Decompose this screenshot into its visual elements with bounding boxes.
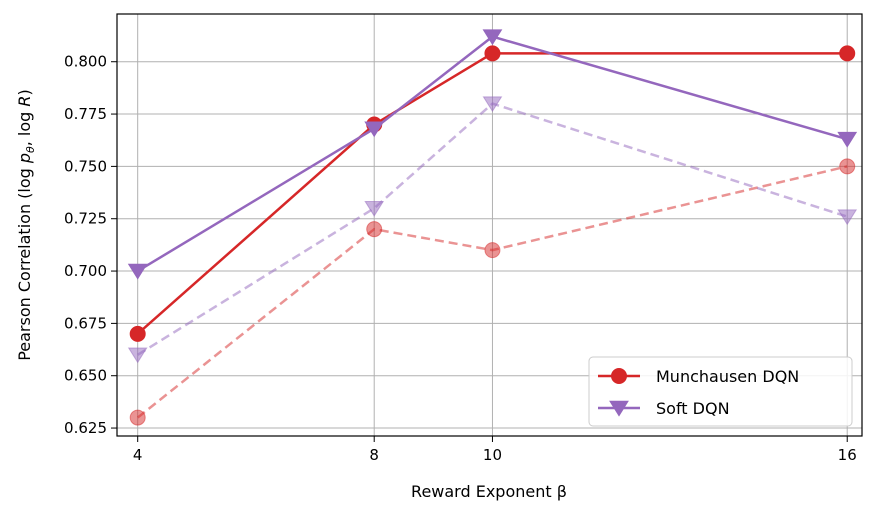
data-point xyxy=(127,347,148,364)
data-point xyxy=(839,158,856,175)
legend-entry: Soft DQN xyxy=(598,399,730,418)
series-dashed xyxy=(127,96,858,364)
data-point xyxy=(839,45,856,62)
y-axis-label: Pearson Correlation (log pθ, log R) xyxy=(15,89,37,361)
data-point xyxy=(484,242,501,259)
series-solid xyxy=(127,29,858,280)
data-point xyxy=(364,121,385,138)
data-point xyxy=(364,201,385,217)
data-point xyxy=(837,131,858,148)
data-point xyxy=(129,325,146,342)
legend: Munchausen DQN Soft DQN xyxy=(588,356,853,427)
data-point xyxy=(129,409,146,426)
grid xyxy=(117,14,862,436)
x-tick-label: 4 xyxy=(133,446,143,464)
plot-frame xyxy=(116,13,863,437)
series-line xyxy=(137,102,848,356)
legend-marker xyxy=(609,400,629,417)
y-tick-label: 0.700 xyxy=(64,262,107,280)
legend-box xyxy=(588,356,853,427)
series-layer xyxy=(127,29,858,426)
ticks: 4 8 10 16 0.625 0.650 0.675 0.700 0.725 0.750 0.77… xyxy=(64,53,857,464)
data-point xyxy=(366,221,383,238)
y-tick-label: 0.775 xyxy=(64,105,107,123)
y-tick-label: 0.725 xyxy=(64,210,107,228)
data-point xyxy=(484,45,501,62)
series-line xyxy=(136,165,848,419)
y-tick-label: 0.750 xyxy=(64,157,107,175)
legend-label: Munchausen DQN xyxy=(656,367,799,386)
data-point xyxy=(127,263,148,280)
data-point xyxy=(482,29,503,46)
y-tick-label: 0.800 xyxy=(64,53,107,71)
x-axis-label: Reward Exponent β xyxy=(411,482,567,501)
legend-entry: Munchausen DQN xyxy=(598,367,799,386)
series-line xyxy=(136,52,848,335)
data-point xyxy=(482,96,503,113)
data-point xyxy=(837,209,858,226)
x-tick-label: 16 xyxy=(838,446,857,464)
series-dashed xyxy=(129,158,856,426)
y-tick-label: 0.625 xyxy=(64,419,107,437)
x-tick-label: 8 xyxy=(369,446,379,464)
legend-label: Soft DQN xyxy=(656,399,730,418)
y-tick-label: 0.650 xyxy=(64,367,107,385)
series-line xyxy=(137,35,848,273)
legend-marker xyxy=(611,368,627,384)
x-tick-label: 10 xyxy=(483,446,502,464)
y-tick-label: 0.675 xyxy=(64,314,107,332)
